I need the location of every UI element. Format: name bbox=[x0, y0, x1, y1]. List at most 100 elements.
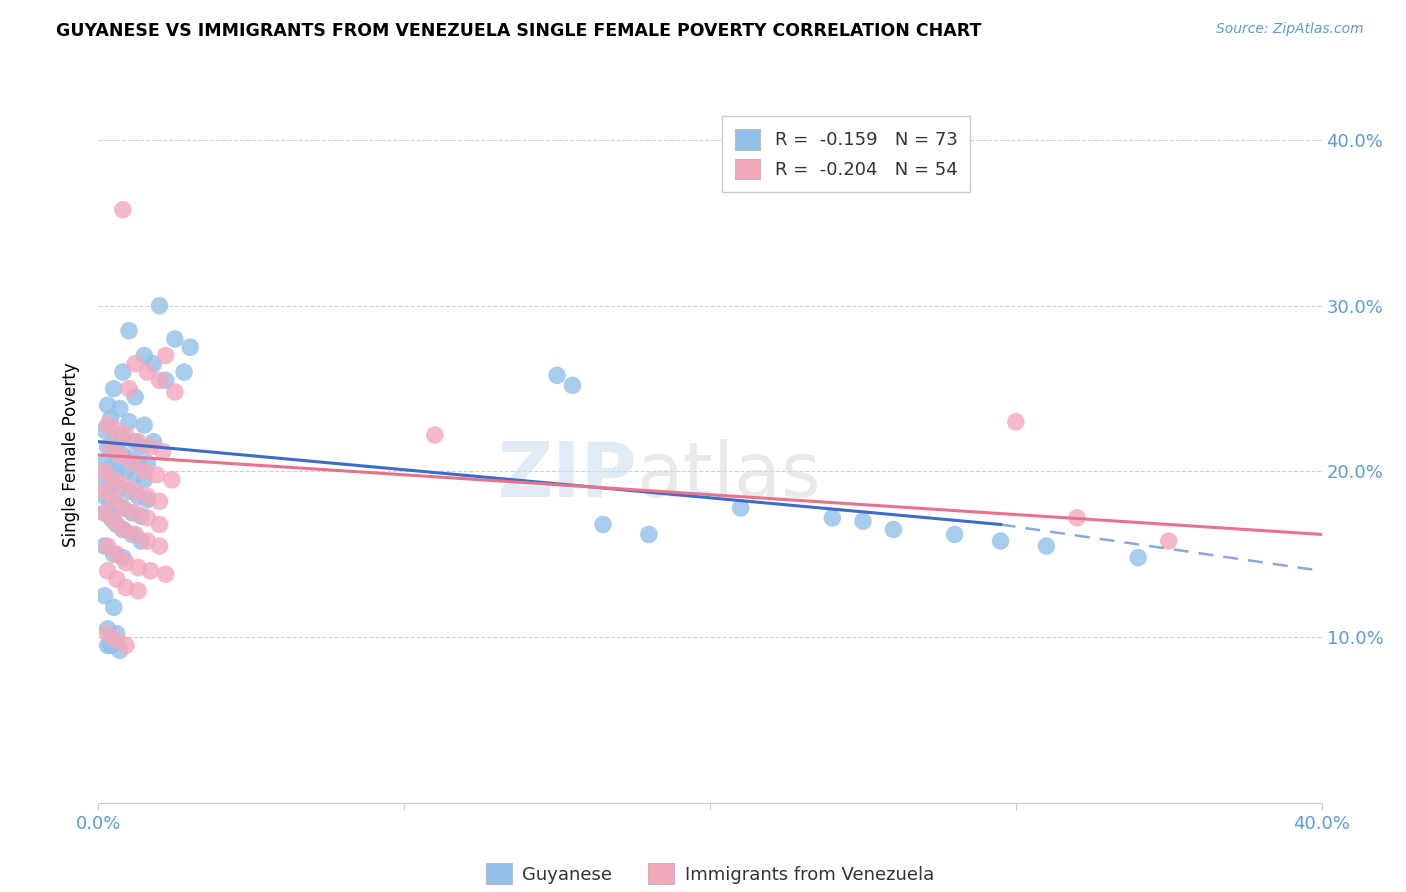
Point bbox=[100, 511, 122, 525]
Point bbox=[118, 382, 141, 396]
Point bbox=[115, 581, 138, 595]
Point bbox=[127, 489, 149, 503]
Point bbox=[129, 534, 152, 549]
Point bbox=[990, 534, 1012, 549]
Point bbox=[124, 527, 146, 541]
Point bbox=[100, 477, 122, 491]
Point bbox=[103, 473, 125, 487]
Point bbox=[93, 539, 115, 553]
Text: GUYANESE VS IMMIGRANTS FROM VENEZUELA SINGLE FEMALE POVERTY CORRELATION CHART: GUYANESE VS IMMIGRANTS FROM VENEZUELA SI… bbox=[56, 22, 981, 40]
Point bbox=[105, 572, 128, 586]
Text: Source: ZipAtlas.com: Source: ZipAtlas.com bbox=[1216, 22, 1364, 37]
Point bbox=[100, 411, 122, 425]
Point bbox=[1035, 539, 1057, 553]
Text: atlas: atlas bbox=[637, 439, 821, 513]
Point bbox=[145, 467, 167, 482]
Point bbox=[118, 415, 141, 429]
Point bbox=[115, 428, 138, 442]
Point bbox=[118, 484, 141, 499]
Point bbox=[142, 357, 165, 371]
Point bbox=[111, 448, 134, 462]
Point bbox=[134, 418, 156, 433]
Point bbox=[124, 357, 146, 371]
Point bbox=[852, 514, 875, 528]
Point bbox=[155, 373, 177, 387]
Point bbox=[121, 456, 143, 470]
Point bbox=[93, 423, 115, 437]
Point bbox=[111, 523, 134, 537]
Point bbox=[149, 299, 172, 313]
Point bbox=[149, 373, 172, 387]
Point bbox=[149, 494, 172, 508]
Point bbox=[127, 456, 149, 470]
Text: ZIP: ZIP bbox=[498, 439, 637, 513]
Point bbox=[105, 547, 128, 561]
Point bbox=[97, 418, 120, 433]
Point bbox=[152, 444, 174, 458]
Point bbox=[105, 423, 128, 437]
Point bbox=[93, 473, 115, 487]
Point bbox=[111, 523, 134, 537]
Point bbox=[97, 639, 120, 653]
Point bbox=[423, 428, 446, 442]
Point bbox=[115, 465, 138, 479]
Point bbox=[173, 365, 195, 379]
Point bbox=[561, 378, 583, 392]
Y-axis label: Single Female Poverty: Single Female Poverty bbox=[62, 363, 80, 547]
Point bbox=[100, 440, 122, 454]
Point bbox=[100, 461, 122, 475]
Point bbox=[111, 500, 134, 515]
Point bbox=[127, 434, 149, 449]
Point bbox=[108, 643, 131, 657]
Point bbox=[118, 451, 141, 466]
Point bbox=[97, 622, 120, 636]
Point bbox=[883, 523, 905, 537]
Point bbox=[121, 506, 143, 520]
Point bbox=[121, 527, 143, 541]
Point bbox=[105, 465, 128, 479]
Point bbox=[142, 434, 165, 449]
Point bbox=[111, 202, 134, 217]
Point bbox=[93, 506, 115, 520]
Point bbox=[111, 477, 134, 491]
Point bbox=[103, 547, 125, 561]
Point bbox=[127, 583, 149, 598]
Point bbox=[124, 390, 146, 404]
Point bbox=[111, 431, 134, 445]
Point bbox=[1157, 534, 1180, 549]
Point bbox=[93, 456, 115, 470]
Point bbox=[134, 473, 156, 487]
Point bbox=[124, 467, 146, 482]
Point bbox=[155, 567, 177, 582]
Point bbox=[149, 539, 172, 553]
Point bbox=[163, 384, 186, 399]
Point bbox=[139, 440, 162, 454]
Point bbox=[149, 517, 172, 532]
Point bbox=[111, 550, 134, 565]
Point bbox=[139, 564, 162, 578]
Point bbox=[97, 539, 120, 553]
Point bbox=[93, 506, 115, 520]
Point bbox=[108, 481, 131, 495]
Point bbox=[111, 500, 134, 515]
Point bbox=[103, 600, 125, 615]
Point bbox=[136, 456, 159, 470]
Point bbox=[136, 365, 159, 379]
Point bbox=[105, 633, 128, 648]
Point bbox=[93, 465, 115, 479]
Point bbox=[821, 511, 844, 525]
Point bbox=[103, 492, 125, 507]
Point bbox=[1066, 511, 1088, 525]
Point bbox=[105, 517, 128, 532]
Point bbox=[136, 511, 159, 525]
Point bbox=[93, 589, 115, 603]
Point bbox=[118, 324, 141, 338]
Point bbox=[105, 627, 128, 641]
Point bbox=[103, 444, 125, 458]
Legend: Guyanese, Immigrants from Venezuela: Guyanese, Immigrants from Venezuela bbox=[479, 856, 941, 891]
Point bbox=[103, 382, 125, 396]
Point bbox=[100, 494, 122, 508]
Point bbox=[115, 556, 138, 570]
Point bbox=[129, 440, 152, 454]
Point bbox=[103, 514, 125, 528]
